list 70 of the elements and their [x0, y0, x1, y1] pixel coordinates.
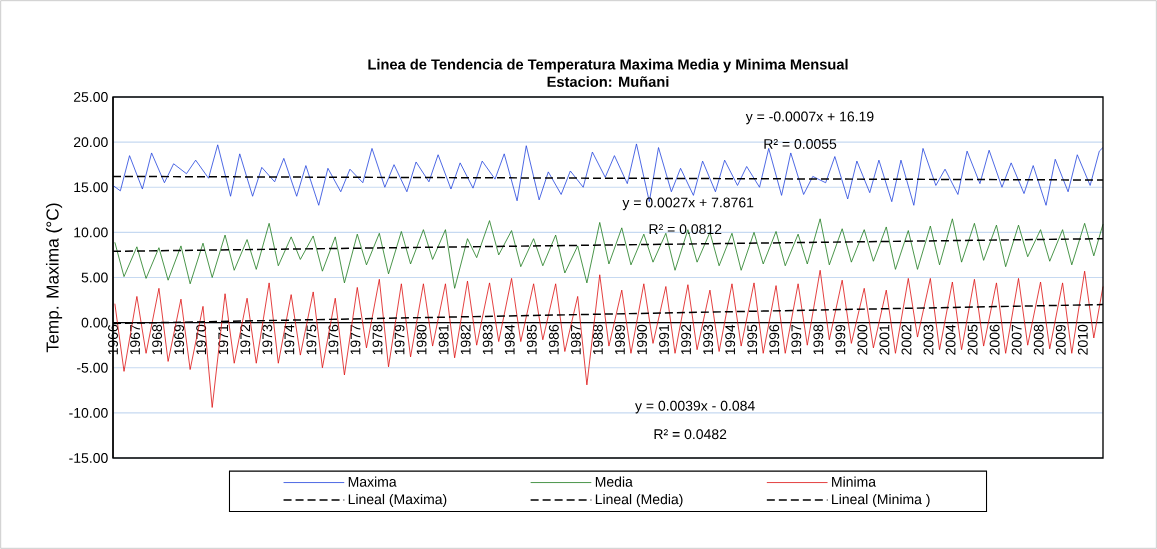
x-tick-label: 1978 [372, 324, 383, 355]
x-tick-label: 1973 [262, 324, 273, 355]
annotation: y = 0.0039x - 0.084 [635, 400, 755, 414]
x-tick-label: 1975 [306, 324, 317, 355]
chart-subtitle: Estacion: Muñani [547, 76, 669, 87]
y-tick-label: 10.00 [74, 227, 108, 238]
x-tick-label: 1977 [350, 324, 361, 355]
y-tick-label: 0.00 [81, 317, 108, 328]
y-tick-label: -10.00 [69, 407, 108, 418]
y-tick-label: -5.00 [77, 362, 108, 373]
x-tick-label: 1976 [328, 324, 339, 355]
annotation: R² = 0.0055 [764, 138, 837, 149]
x-tick-label: 1990 [637, 324, 647, 355]
x-tick-label: 2006 [989, 324, 1000, 355]
y-tick-label: 5.00 [81, 272, 108, 283]
legend-label: Media [595, 476, 633, 487]
x-tick-label: 1968 [152, 324, 163, 355]
x-tick-label: 1979 [394, 324, 405, 355]
annotation: y = 0.0027x + 7.8761 [622, 197, 754, 211]
x-tick-label: 1989 [615, 324, 625, 355]
x-tick-label: 1982 [460, 324, 471, 355]
legend-label: Lineal (Minima ) [832, 493, 930, 508]
x-tick-label: 2010 [1077, 324, 1088, 355]
x-tick-label: 1988 [592, 324, 603, 355]
annotation: R² = 0.0812 [649, 224, 722, 235]
x-tick-label: 2003 [923, 324, 934, 355]
x-tick-label: 2000 [857, 324, 868, 355]
annotation: y = -0.0007x + 16.19 [745, 111, 874, 125]
x-tick-label: 1995 [747, 324, 758, 355]
x-tick-label: 1991 [659, 324, 669, 355]
x-tick-label: 2009 [1055, 324, 1066, 355]
x-tick-label: 2002 [901, 324, 912, 355]
y-axis-title: Temp. Maxima (°C) [45, 203, 63, 353]
x-tick-label: 1992 [681, 324, 692, 355]
x-tick-label: 1998 [813, 324, 824, 355]
legend-label: Lineal (Maxima) [348, 493, 447, 508]
y-tick-label: 20.00 [73, 137, 108, 148]
legend-label: Maxima [348, 476, 397, 487]
x-tick-label: 1980 [416, 324, 427, 355]
x-tick-label: 2004 [945, 324, 956, 355]
x-tick-label: 1981 [438, 324, 449, 355]
x-tick-label: 2001 [879, 324, 890, 355]
x-tick-label: 1966 [108, 324, 118, 355]
x-tick-label: 1972 [240, 324, 251, 355]
x-tick-label: 1996 [769, 324, 780, 355]
chart-title: Linea de Tendencia de Temperatura Maxima Media y Minima Mensual [368, 58, 848, 73]
x-tick-label: 1993 [703, 324, 714, 355]
x-tick-label: 1971 [218, 324, 229, 355]
legend-label: Lineal (Media) [595, 493, 683, 508]
y-tick-label: 15.00 [74, 182, 108, 193]
x-tick-label: 1985 [526, 324, 537, 355]
x-tick-label: 2008 [1033, 324, 1044, 355]
x-tick-label: 1984 [504, 324, 515, 355]
x-tick-label: 1969 [174, 324, 185, 355]
x-tick-label: 1970 [196, 324, 207, 355]
x-tick-label: 1967 [130, 324, 141, 355]
legend-label: Minima [832, 476, 877, 487]
x-tick-label: 1983 [482, 324, 493, 355]
x-tick-label: 1994 [725, 324, 736, 355]
x-tick-label: 1987 [570, 324, 581, 355]
x-tick-label: 1986 [548, 324, 559, 355]
y-tick-label: -15.00 [69, 453, 108, 463]
line-series [114, 218, 1104, 289]
x-tick-label: 1997 [791, 324, 802, 355]
y-tick-label: 25.00 [73, 92, 108, 102]
annotation: R² = 0.0482 [654, 429, 727, 440]
x-tick-label: 1999 [835, 324, 846, 355]
x-tick-label: 1974 [284, 324, 295, 355]
x-tick-label: 2005 [967, 324, 978, 355]
x-tick-label: 2007 [1011, 324, 1022, 355]
